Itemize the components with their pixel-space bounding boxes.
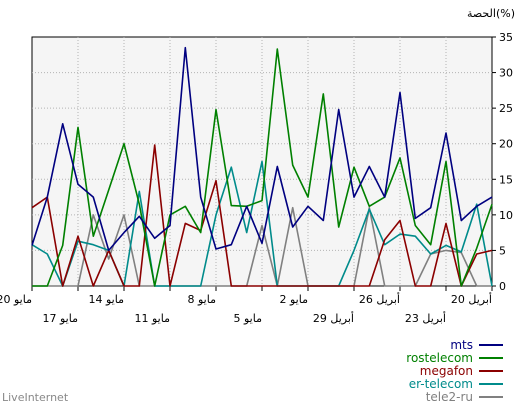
y-tick-label: 5 [499,244,506,257]
x-tick-label: 29 أبريل [313,311,354,325]
x-tick-label: 5 مايو [234,312,263,325]
legend-label-megafon: megafon [420,364,473,378]
y-axis: 0 5 10 15 20 25 30 35 [492,31,513,293]
watermark: LiveInternet [2,391,69,404]
legend-label-tele2-ru: tele2-ru [426,390,473,404]
x-tick-label: 14 مايو [89,293,125,306]
legend-label-er-telecom: er-telecom [409,377,473,391]
y-axis-label: الحصة(%) [467,7,515,20]
legend-label-mts: mts [450,338,473,352]
legend-label-rostelecom: rostelecom [406,351,473,365]
x-tick-label: 20 مايو [0,293,32,306]
x-tick-label: 17 مايو [43,312,79,325]
grid-lines [32,37,492,286]
x-tick-label: 26 أبريل [359,292,400,306]
x-axis: 20 أبريل 26 أبريل 2 مايو 8 مايو 14 مايو 20 ما… [0,286,493,325]
x-tick-label: 23 أبريل [405,311,446,325]
y-tick-label: 35 [499,31,513,44]
series-line-rostelecom [32,48,493,287]
y-tick-label: 30 [499,67,513,80]
y-tick-label: 15 [499,173,513,186]
series-lines [31,46,493,287]
x-tick-label: 8 مايو [188,293,217,306]
series-line-mts [31,46,493,252]
y-tick-label: 0 [499,280,506,293]
x-tick-label: 2 مايو [280,293,309,306]
y-tick-label: 10 [499,209,513,222]
x-tick-label: 20 أبريل [451,292,492,306]
x-tick-label: 11 مايو [135,312,171,325]
y-tick-label: 20 [499,138,513,151]
y-tick-label: 25 [499,102,513,115]
